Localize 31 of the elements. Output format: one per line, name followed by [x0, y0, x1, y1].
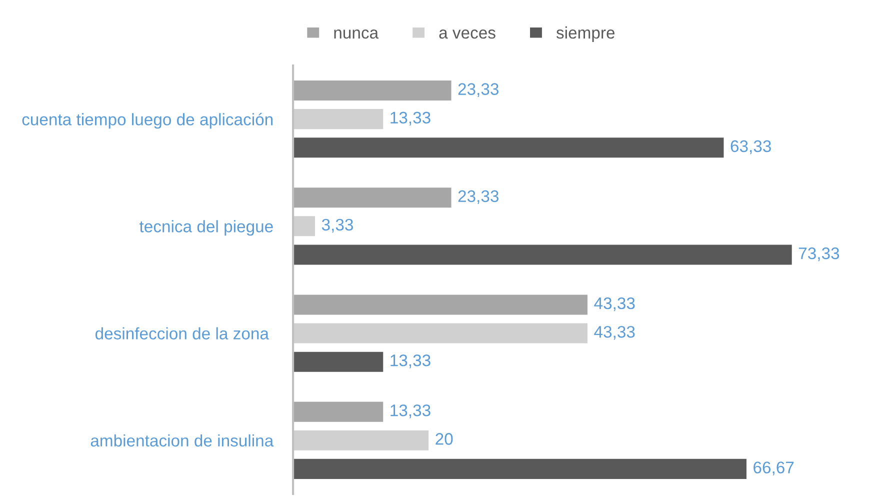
y-tick-label: tecnica del piegue — [140, 220, 273, 236]
data-label: 3,33 — [322, 218, 353, 233]
bar — [293, 186, 453, 210]
legend-label: a veces — [439, 30, 496, 39]
bar — [293, 243, 794, 266]
legend-label: nunca — [334, 30, 379, 39]
bar — [293, 214, 316, 238]
data-label: 13,33 — [390, 354, 430, 368]
y-tick-label: desinfeccion de la zona — [95, 327, 269, 340]
bar — [293, 428, 430, 452]
bar — [293, 79, 453, 102]
bar — [293, 458, 748, 480]
data-label: 20 — [436, 433, 453, 445]
y-tick-label: ambientacion de insulina — [90, 434, 274, 447]
data-label: 43,33 — [594, 326, 635, 340]
y-tick-label: cuenta tiempo luego de aplicación — [22, 112, 273, 129]
data-label: 13,33 — [390, 404, 430, 418]
data-label: 66,67 — [754, 462, 794, 476]
bar — [293, 350, 385, 374]
data-label: 23,33 — [458, 190, 498, 204]
bar — [293, 400, 385, 424]
bar — [293, 322, 589, 345]
data-label: 73,33 — [798, 247, 840, 262]
bar — [293, 108, 385, 130]
data-label: 43,33 — [594, 297, 635, 312]
data-label: 23,33 — [458, 83, 498, 97]
data-label: 63,33 — [730, 140, 771, 154]
bar — [293, 293, 589, 316]
bar — [293, 136, 726, 160]
data-label: 13,33 — [390, 112, 430, 126]
legend-label: siempre — [556, 26, 615, 42]
